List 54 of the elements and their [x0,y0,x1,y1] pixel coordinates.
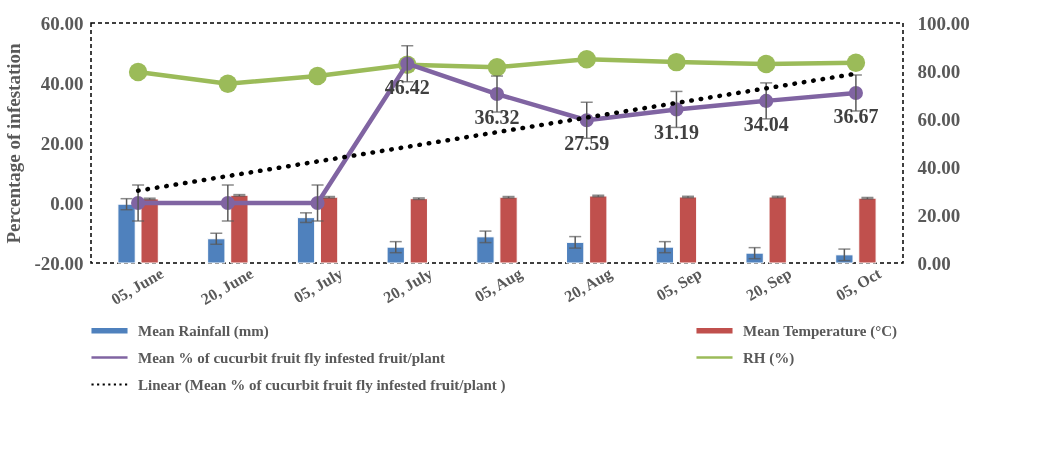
y-tick-label: 40.00 [40,72,84,94]
data-label: 34.04 [743,112,789,135]
point [846,53,866,73]
bar [745,252,764,264]
y-tick-label: 20.00 [40,132,84,154]
x-tick-label: 05, Oct [833,264,885,304]
bar [319,196,339,264]
y2-tick-label: 100.00 [917,12,970,34]
bar [386,246,405,264]
bar [207,238,226,264]
x-tick-label: 20, June [198,264,256,308]
y2-tick-label: 80.00 [917,60,961,82]
y2-tick-label: 20.00 [917,204,961,226]
bar [589,195,608,264]
x-tick-label: 05, Sep [653,264,706,305]
bar [655,246,675,264]
legend-label: Mean % of cucurbit fruit fly infested fruit/plant [138,349,446,366]
y2-tick-label: 40.00 [917,156,961,178]
y-axis-title: Percentage of infestation [3,43,25,244]
bar [117,203,136,264]
y2-tick-label: 0.00 [917,252,951,274]
bar [678,196,698,264]
y2-tick-label: 60.00 [917,108,961,130]
point [577,50,596,69]
point [128,62,148,82]
x-tick-label: 20, Aug [561,264,616,307]
point [667,52,686,72]
legend-label: Mean Rainfall (mm) [138,322,269,340]
bar [858,197,877,264]
x-tick-label: 05, July [290,264,347,307]
y-tick-label: -20.00 [34,252,84,274]
point [756,54,776,74]
bar [476,236,495,264]
y-tick-label: 60.00 [40,12,84,34]
bar [409,198,428,264]
data-label: 31.19 [653,121,699,144]
x-tick-label: 05, Aug [471,264,526,307]
y-tick-label: 0.00 [50,192,84,214]
x-tick-label: 20, Sep [743,264,795,305]
legend-label: Linear (Mean % of cucurbit fruit fly infested fruit/plant ) [138,376,506,394]
data-label: 27.59 [564,132,610,155]
bar [499,196,518,264]
data-label: 36.67 [833,104,879,127]
point [218,74,238,93]
bar [296,217,316,264]
legend-label: Mean Temperature (°C) [743,322,898,340]
data-label: 36.32 [474,106,520,129]
bar [768,196,787,264]
x-tick-label: 20, July [380,264,436,307]
legend-label: RH (%) [743,349,795,367]
x-tick-label: 05, June [108,264,167,308]
bar [566,241,585,264]
point [487,57,507,77]
point [308,66,327,86]
